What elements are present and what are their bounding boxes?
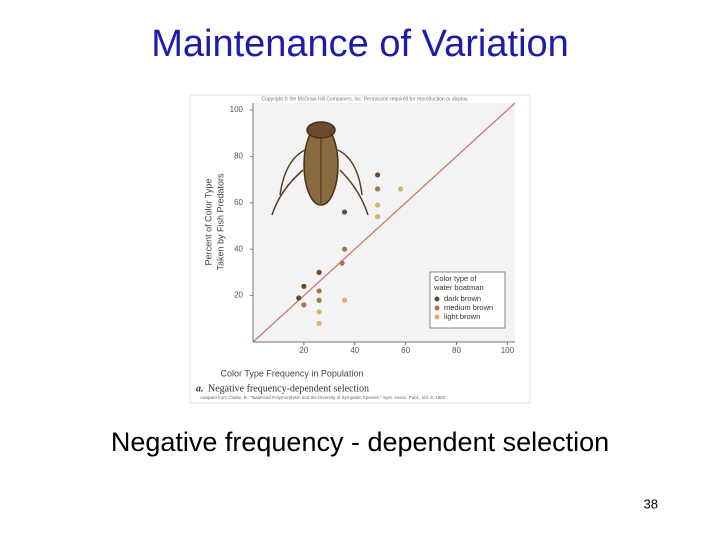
point [397, 186, 404, 192]
legend-swatch [434, 296, 440, 302]
insect-illustration [271, 121, 369, 216]
legend-swatch [434, 305, 440, 311]
point [341, 246, 348, 252]
legend-label: medium brown [444, 303, 493, 312]
point [301, 302, 307, 308]
legend-swatch [434, 314, 440, 320]
panel-title: Negative frequency-dependent selection [208, 383, 369, 394]
point [296, 295, 302, 301]
x-tick-label: 80 [452, 346, 461, 355]
point [316, 320, 322, 327]
copyright: Copyright © the McGraw-Hill Companies, I… [261, 95, 468, 102]
x-tick-label: 20 [299, 346, 308, 355]
source: Adapted from Clarke, B.: "Balanced Polym… [200, 395, 446, 400]
legend-title: Color type of [434, 274, 477, 283]
point [316, 297, 322, 303]
panel-label: a. [196, 383, 204, 394]
x-axis-label: Color Type Frequency in Population [221, 368, 364, 378]
legend-title: water boatman [433, 283, 484, 292]
point [301, 283, 307, 289]
point [316, 269, 322, 275]
slide-title: Maintenance of Variation [151, 23, 569, 65]
x-tick-label: 60 [401, 346, 410, 355]
point [375, 214, 381, 220]
y-axis-label: Percent of Color Type Taken by Fish Pred… [203, 173, 225, 271]
y-tick-label: 40 [234, 244, 243, 253]
legend-label: light brown [444, 312, 480, 321]
y-tick-label: 100 [230, 105, 244, 114]
point [341, 209, 348, 215]
point [375, 172, 381, 178]
point [316, 309, 322, 315]
page-number: 38 [644, 496, 658, 511]
y-axis-label-line: Percent of Color Type [203, 179, 213, 266]
reference-line [252, 102, 516, 343]
x-tick-label: 40 [350, 346, 359, 355]
y-tick-label: 60 [234, 198, 243, 207]
legend-box [429, 271, 506, 329]
chart: 20 40 60 80 100 20 40 60 80 100 Color type ofwater… [230, 102, 516, 355]
point [341, 297, 348, 303]
y-axis-label-line: Taken by Fish Predators [215, 173, 225, 271]
point [375, 186, 381, 192]
caption: Negative frequency - dependent selection [111, 427, 609, 457]
x-tick-label: 100 [501, 346, 515, 355]
y-tick-label: 20 [234, 291, 243, 300]
legend-label: dark brown [444, 294, 481, 303]
point [375, 202, 381, 208]
y-tick-label: 80 [234, 151, 243, 160]
point [316, 288, 322, 294]
point [339, 260, 345, 266]
